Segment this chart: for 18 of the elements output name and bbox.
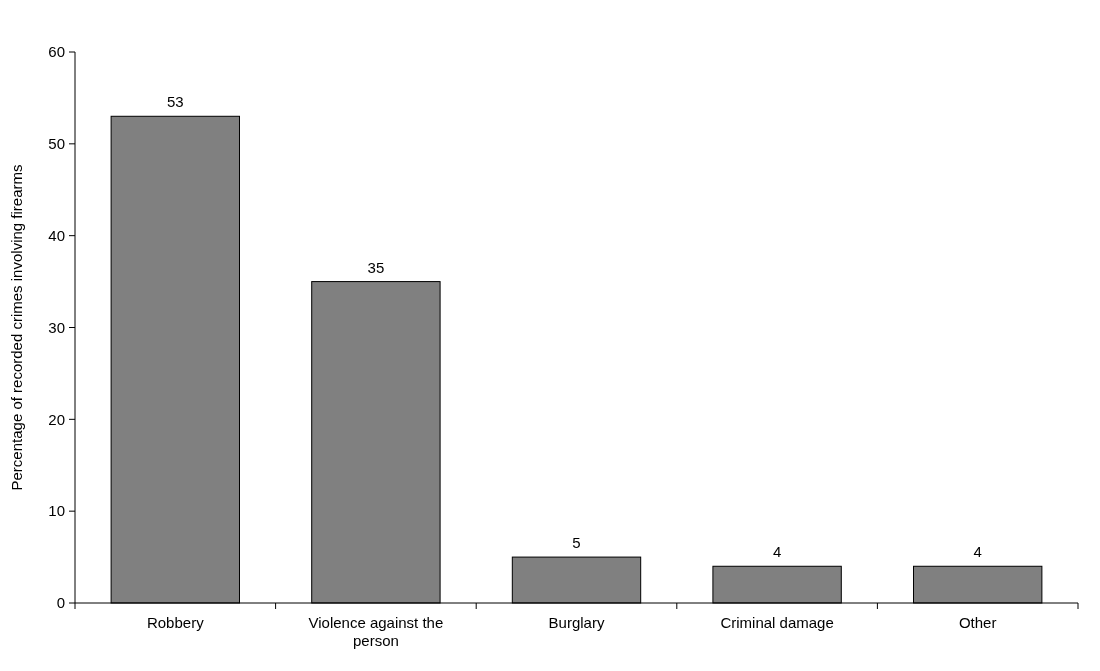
x-tick-label: Robbery: [146, 614, 205, 631]
data-label: 35: [367, 258, 385, 276]
y-tick-label: 60: [48, 43, 65, 61]
data-label: 4: [772, 543, 782, 561]
y-tick-label: 30: [48, 318, 65, 336]
y-tick-label: 20: [48, 410, 65, 428]
data-label: 4: [973, 543, 982, 561]
x-tick-label: Criminal damage: [720, 614, 834, 631]
data-label: 53: [166, 93, 184, 111]
x-tick-label: Burglary: [548, 614, 605, 631]
y-tick-label: 10: [48, 502, 65, 520]
x-tick-label: Other: [958, 614, 997, 631]
x-tick-label: Violence against the person: [308, 614, 444, 649]
y-tick-label: 50: [48, 135, 65, 153]
y-axis-title: Percentage of recorded crimes involving firearms: [8, 164, 25, 491]
data-label: 5: [572, 534, 581, 552]
y-tick-label: 0: [56, 594, 65, 612]
y-tick-label: 40: [48, 226, 65, 244]
